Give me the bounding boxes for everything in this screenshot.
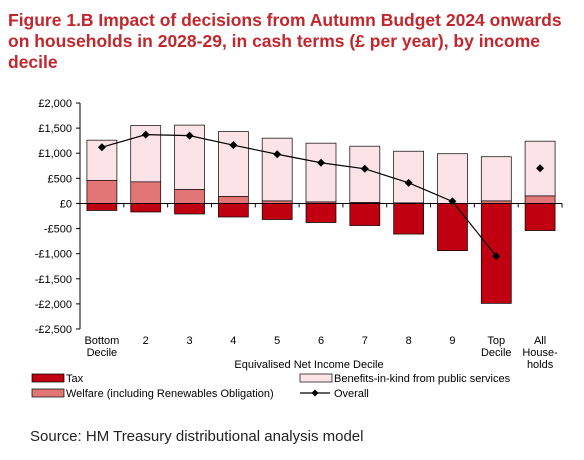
marker-overall	[97, 143, 106, 152]
marker-overall	[317, 158, 325, 167]
x-tick-label: 5	[274, 335, 280, 347]
bar-tax	[261, 203, 293, 220]
marker-overall	[141, 130, 150, 139]
x-tick-label: Bottom	[84, 335, 119, 347]
marker-overall	[492, 252, 501, 261]
x-tick-label: 8	[406, 335, 412, 347]
bar-benefits-in-kind	[261, 137, 293, 202]
marker-overall	[229, 141, 238, 150]
bar-tax	[218, 203, 249, 218]
marker-overall	[536, 164, 545, 173]
x-tick-label: Top	[487, 335, 505, 347]
bar-tax	[130, 203, 162, 213]
bar-benefits-in-kind	[480, 156, 512, 202]
bar-benefits-in-kind	[437, 153, 468, 204]
x-tick-label: 7	[362, 335, 368, 347]
legend-swatch	[299, 373, 333, 383]
bar-welfare	[174, 189, 205, 204]
x-tick-label: Decile	[87, 347, 118, 359]
legend-label: Overall	[334, 388, 369, 400]
legend-swatch	[31, 388, 65, 398]
chart-area: £2,000 £1,500 £1,000 £500 £0 -£500 -£1,000 -£1,…	[0, 84, 584, 409]
y-tick-label: -£500	[44, 224, 72, 236]
x-tick-label: 4	[230, 335, 236, 347]
legend-label: Welfare (including Renewables Obligation…	[66, 388, 274, 400]
legend-label: Benefits-in-kind from public services	[334, 373, 511, 385]
series-line-overall	[101, 134, 497, 257]
x-tick-label: Decile	[481, 347, 512, 359]
x-tick-label: 3	[186, 335, 192, 347]
legend-swatch	[31, 373, 65, 383]
y-tick-label: -£1,500	[35, 274, 72, 286]
legend-swatch-marker	[311, 389, 319, 397]
x-axis-title: Equivalised Net Income Decile	[234, 359, 383, 371]
x-tick-label: holds	[527, 359, 554, 371]
x-tick-label: All	[534, 335, 546, 347]
x-tick-label: House-	[522, 347, 558, 359]
x-tick-label: 6	[318, 335, 324, 347]
marker-overall	[404, 178, 413, 187]
bar-welfare	[86, 179, 118, 204]
y-tick-label: £1,000	[38, 148, 72, 160]
bar-welfare	[130, 181, 162, 204]
y-tick-label: -£2,000	[35, 299, 72, 311]
bar-tax	[437, 203, 468, 252]
x-tick-label: 2	[143, 335, 149, 347]
marker-overall	[448, 197, 457, 206]
bar-welfare	[218, 196, 249, 204]
bar-tax	[393, 203, 424, 235]
legend-label: Tax	[66, 373, 84, 385]
y-tick-label: -£1,000	[35, 249, 72, 261]
y-tick-label: £2,000	[38, 98, 72, 110]
bar-tax	[86, 203, 118, 211]
bar-tax	[349, 203, 381, 226]
y-tick-label: £0	[60, 198, 72, 210]
source-note: Source: HM Treasury distributional analy…	[30, 428, 364, 445]
y-tick-label: £500	[48, 173, 72, 185]
bar-tax	[305, 203, 337, 223]
stacked-bar-chart: £2,000 £1,500 £1,000 £500 £0 -£500 -£1,000 -£1,…	[31, 98, 563, 400]
x-tick-label: 9	[449, 335, 455, 347]
bar-benefits-in-kind	[393, 150, 424, 204]
marker-overall	[185, 131, 194, 140]
bar-tax	[174, 203, 205, 215]
bar-benefits-in-kind	[349, 145, 381, 203]
bar-welfare	[524, 195, 556, 204]
y-tick-label: -£2,500	[35, 324, 72, 336]
bar-tax	[524, 203, 556, 231]
y-tick-label: £1,500	[38, 123, 72, 135]
marker-overall	[360, 164, 369, 173]
chart-title: Figure 1.B Impact of decisions from Autu…	[8, 10, 562, 72]
marker-overall	[273, 150, 282, 159]
bar-benefits-in-kind	[305, 142, 337, 203]
